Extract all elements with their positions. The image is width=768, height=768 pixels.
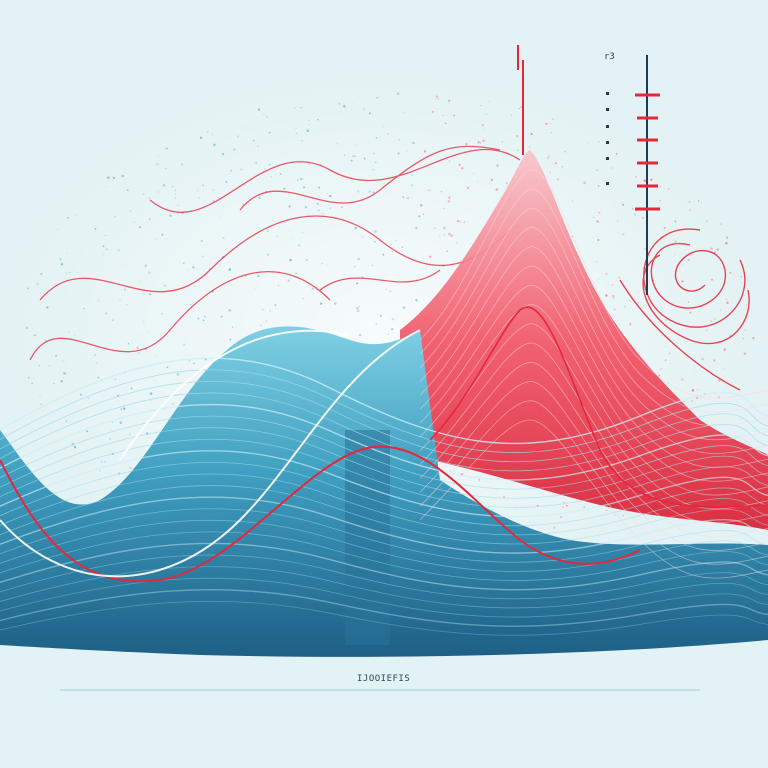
gauge-label: r3 (604, 52, 615, 62)
gauge-dots (606, 92, 609, 185)
white-accent-curves (0, 329, 421, 578)
red-thread-lines (29, 145, 521, 361)
red-peak-mass (400, 150, 768, 530)
scale-gauge (517, 45, 660, 295)
spiral-scribble (619, 228, 750, 391)
red-accent-curves (0, 306, 768, 583)
vertical-block (345, 430, 390, 645)
caption-text: IJOOIEFIS (357, 674, 411, 684)
wave-band-lines (0, 169, 768, 636)
